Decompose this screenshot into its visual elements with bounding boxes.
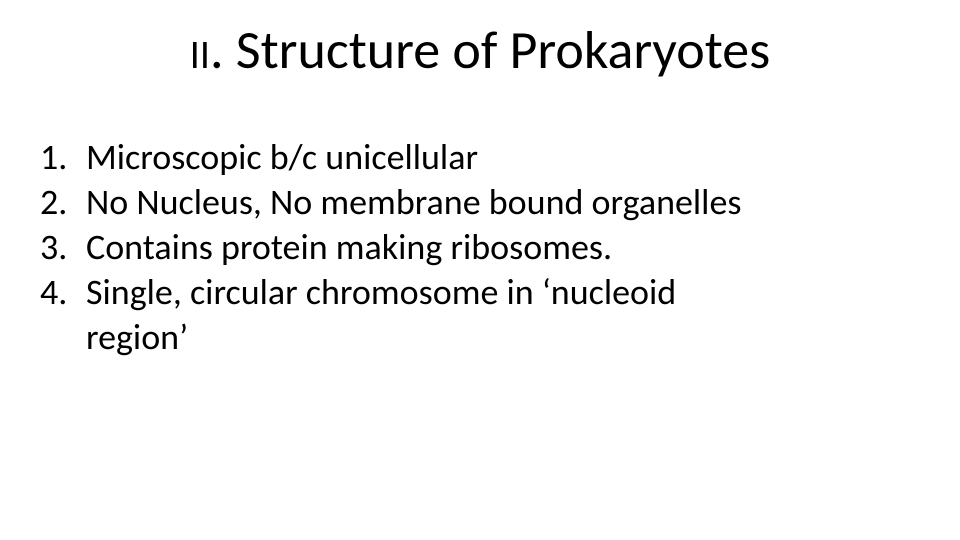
list-text: Contains protein making ribosomes. [86, 225, 920, 270]
list-text: Microscopic b/c unicellular [86, 135, 920, 180]
slide-body: 1. Microscopic b/c unicellular 2. No Nuc… [40, 135, 920, 360]
list-text: No Nucleus, No membrane bound organelles [86, 180, 920, 225]
list-number: 1. [40, 135, 86, 180]
list-item: 2. No Nucleus, No membrane bound organel… [40, 180, 920, 225]
list-item: 3. Contains protein making ribosomes. [40, 225, 920, 270]
list-number: 3. [40, 225, 86, 270]
title-text: . Structure of Prokaryotes [210, 17, 770, 83]
slide-title: II. Structure of Prokaryotes [0, 22, 960, 79]
list-item: 4. Single, circular chromosome in ‘nucle… [40, 270, 920, 315]
list-number: 4. [40, 270, 86, 315]
list-text: Single, circular chromosome in ‘nucleoid [86, 270, 920, 315]
list-item-continuation: region’ [40, 315, 920, 360]
list-number: 2. [40, 180, 86, 225]
slide: II. Structure of Prokaryotes 1. Microsco… [0, 0, 960, 540]
title-roman-numeral: II [190, 30, 210, 79]
list-item: 1. Microscopic b/c unicellular [40, 135, 920, 180]
list-text-continuation: region’ [40, 315, 920, 360]
